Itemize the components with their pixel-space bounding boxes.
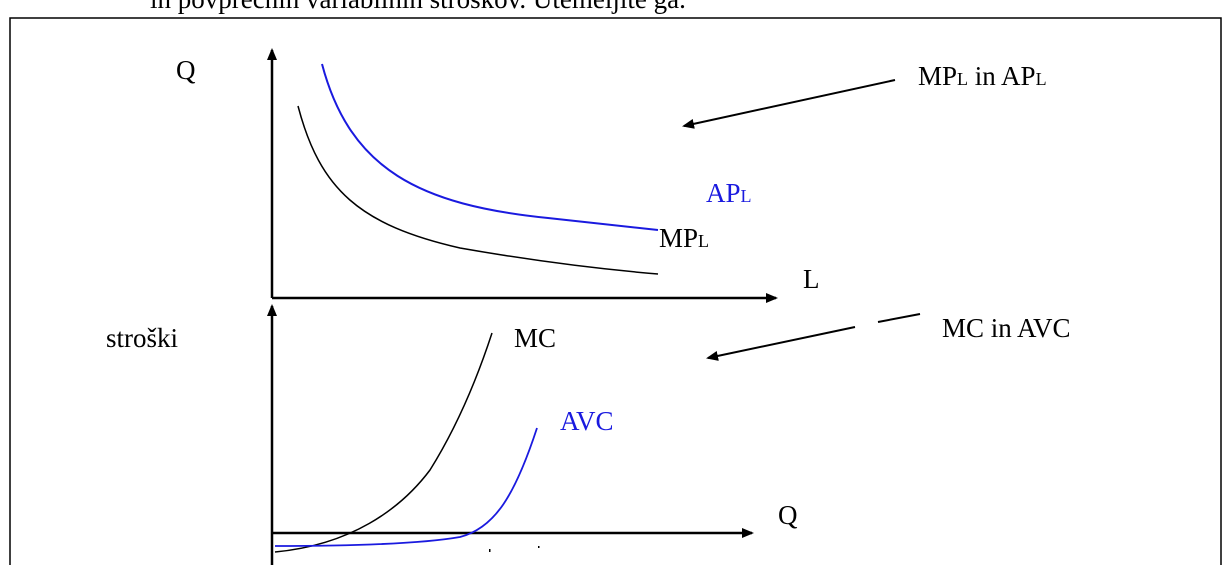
frame-border: [9, 17, 1222, 565]
mpl-label: MPL: [659, 223, 710, 253]
avc-label: AVC: [560, 406, 614, 436]
avc-curve: [274, 427, 538, 547]
speck: [489, 549, 491, 552]
apl-curve: [321, 63, 659, 231]
bottom-callout-arrow: [706, 326, 856, 361]
mc-curve: [274, 332, 493, 553]
top-callout-arrow: [682, 79, 896, 129]
speck: [538, 546, 540, 548]
bottom-callout-label: MC in AVC: [942, 313, 1071, 343]
mc-label: MC: [514, 323, 557, 353]
bottom-callout-segment: [877, 313, 921, 323]
top-y-axis-label: Q: [176, 55, 196, 85]
apl-label: APL: [706, 178, 752, 208]
bottom-y-axis-label: stroški: [106, 323, 179, 353]
top-callout-label: MPL in APL: [918, 61, 1047, 91]
mpl-curve: [297, 105, 659, 275]
bottom-x-axis-label: Q: [778, 500, 798, 530]
header-text-cut: in povprečnih variabilnih stroškov. Utem…: [150, 0, 686, 15]
top-x-axis-label: L: [803, 264, 820, 294]
